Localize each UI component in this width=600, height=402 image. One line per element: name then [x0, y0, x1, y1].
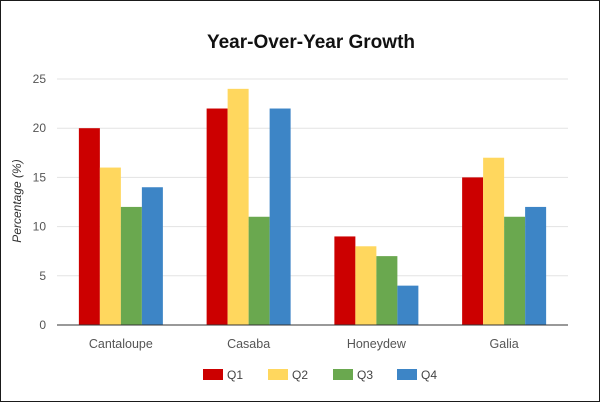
bar-q2-honeydew [355, 246, 377, 325]
bar-q4-cantaloupe [141, 187, 163, 325]
chart-title: Year-Over-Year Growth [207, 32, 415, 53]
legend-label: Q2 [292, 368, 308, 382]
y-axis-ticks: 0 5 10 15 20 25 [33, 72, 47, 332]
legend: Q1 Q2 Q3 Q4 [203, 368, 437, 382]
y-tick-label: 0 [39, 318, 46, 332]
x-category-label: Casaba [227, 337, 270, 351]
bar-q2-cantaloupe [99, 167, 121, 325]
bar-q3-casaba [248, 216, 270, 325]
legend-label: Q3 [357, 368, 373, 382]
legend-item-q1: Q1 [203, 368, 243, 382]
legend-swatch [333, 369, 353, 380]
bar-q3-honeydew [376, 256, 398, 325]
bar-q1-cantaloupe [78, 128, 100, 325]
y-tick-label: 25 [33, 72, 47, 86]
legend-item-q4: Q4 [397, 368, 437, 382]
bar-q4-galia [525, 206, 547, 325]
legend-swatch [397, 369, 417, 380]
bars [78, 88, 547, 326]
legend-item-q2: Q2 [268, 368, 308, 382]
x-axis-categories: Cantaloupe Casaba Honeydew Galia [89, 337, 519, 351]
bar-q2-galia [483, 157, 505, 325]
legend-swatch [268, 369, 288, 380]
y-tick-label: 10 [33, 220, 47, 234]
bar-q1-casaba [206, 108, 228, 326]
legend-label: Q1 [227, 368, 243, 382]
y-tick-label: 20 [33, 121, 47, 135]
bar-q1-galia [462, 177, 484, 325]
legend-label: Q4 [421, 368, 437, 382]
bar-q4-casaba [269, 108, 291, 326]
legend-item-q3: Q3 [333, 368, 373, 382]
x-category-label: Galia [490, 337, 519, 351]
y-tick-label: 5 [39, 269, 46, 283]
y-tick-label: 15 [33, 170, 47, 184]
bar-q3-cantaloupe [120, 206, 142, 325]
bar-q4-honeydew [397, 285, 419, 325]
y-axis-label: Percentage (%) [10, 159, 24, 242]
x-category-label: Honeydew [347, 337, 407, 351]
bar-q1-honeydew [334, 236, 356, 325]
legend-swatch [203, 369, 223, 380]
bar-q3-galia [504, 216, 526, 325]
x-category-label: Cantaloupe [89, 337, 153, 351]
bar-q2-casaba [227, 88, 249, 325]
